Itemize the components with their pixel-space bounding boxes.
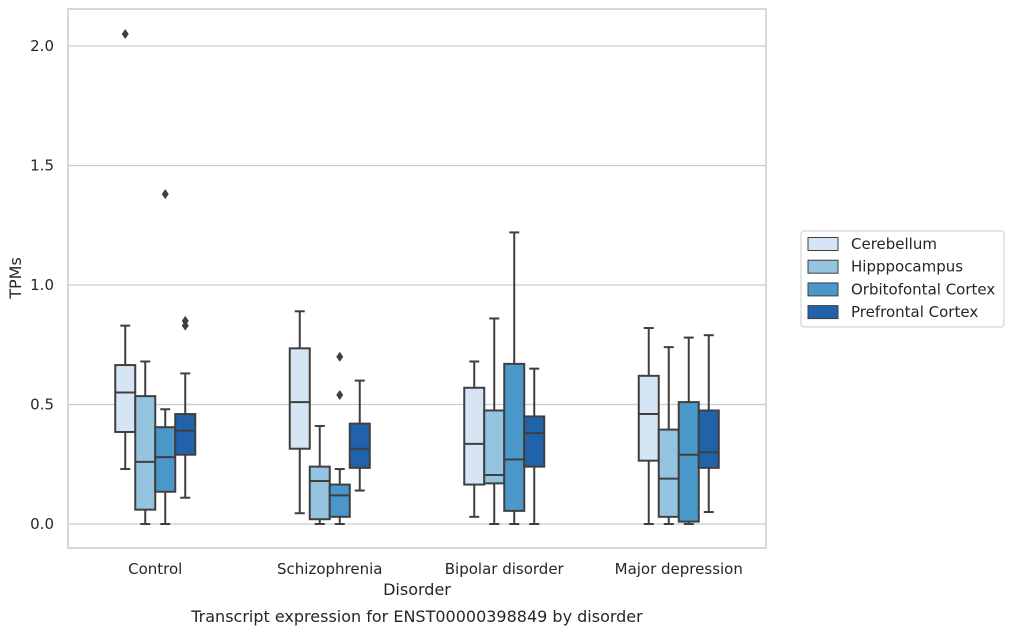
x-axis-label: Disorder bbox=[383, 580, 451, 599]
box-iqr bbox=[677, 401, 700, 523]
box-iqr bbox=[134, 395, 157, 511]
box-orbitofontal-cortex bbox=[328, 351, 351, 525]
box-iqr bbox=[154, 426, 177, 493]
legend-label: Hipppocampus bbox=[851, 258, 963, 276]
y-tick-label: 0.0 bbox=[30, 515, 54, 533]
box-prefrontal-cortex bbox=[348, 379, 371, 492]
box-orbitofontal-cortex bbox=[677, 336, 700, 525]
box-iqr bbox=[328, 483, 351, 518]
x-tick-label: Bipolar disorder bbox=[445, 560, 565, 578]
legend: Cerebellum Hipppocampus Orbitofontal Corte… bbox=[800, 230, 1005, 328]
box-iqr bbox=[174, 413, 197, 456]
y-tick-label: 1.5 bbox=[30, 157, 54, 175]
box-iqr bbox=[657, 428, 680, 518]
y-tick-label: 0.5 bbox=[30, 396, 54, 414]
legend-label: Cerebellum bbox=[851, 235, 937, 253]
box-hipppocampus bbox=[657, 346, 680, 525]
box-hipppocampus bbox=[134, 360, 157, 525]
outlier-point bbox=[121, 29, 129, 40]
box-iqr bbox=[463, 386, 486, 486]
box-prefrontal-cortex bbox=[523, 367, 546, 525]
box-orbitofontal-cortex bbox=[154, 189, 177, 525]
outlier-point bbox=[336, 389, 344, 400]
outlier-point bbox=[161, 189, 169, 200]
box-iqr bbox=[288, 347, 311, 450]
y-tick-label: 1.0 bbox=[30, 276, 54, 294]
box-series bbox=[114, 29, 720, 525]
x-tick-label: Major depression bbox=[615, 560, 743, 578]
y-tick-label: 2.0 bbox=[30, 37, 54, 55]
y-axis-label: TPMs bbox=[6, 257, 25, 300]
legend-swatch bbox=[807, 237, 839, 251]
box-iqr bbox=[308, 465, 331, 521]
plot-frame bbox=[67, 8, 767, 549]
box-iqr bbox=[348, 422, 371, 469]
box-cerebellum bbox=[637, 327, 660, 525]
x-tick-label: Schizophrenia bbox=[277, 560, 382, 578]
box-cerebellum bbox=[114, 29, 137, 471]
box-iqr bbox=[114, 364, 137, 433]
box-cerebellum bbox=[288, 310, 311, 515]
x-axis-ticks: Control Schizophrenia Bipolar disorder Majo… bbox=[128, 560, 743, 578]
y-axis-ticks: 0.0 0.5 1.0 1.5 2.0 bbox=[30, 37, 54, 533]
legend-swatch bbox=[807, 282, 839, 297]
legend-label: Orbitofontal Cortex bbox=[851, 280, 995, 298]
legend-label: Prefrontal Cortex bbox=[851, 303, 978, 321]
box-iqr bbox=[523, 415, 546, 468]
chart-caption: Transcript expression for ENST0000039884… bbox=[190, 607, 643, 626]
legend-swatch bbox=[807, 305, 839, 320]
legend-swatch bbox=[807, 259, 839, 274]
legend-frame bbox=[800, 230, 1005, 328]
outlier-point bbox=[336, 351, 344, 362]
box-iqr bbox=[483, 409, 506, 485]
box-iqr bbox=[637, 374, 660, 462]
box-iqr bbox=[697, 409, 720, 469]
outlier-point bbox=[181, 315, 189, 326]
x-tick-label: Control bbox=[128, 560, 182, 578]
box-hipppocampus bbox=[308, 425, 331, 525]
box-iqr bbox=[503, 362, 526, 512]
box-prefrontal-cortex bbox=[697, 334, 720, 514]
box-prefrontal-cortex bbox=[174, 315, 197, 499]
